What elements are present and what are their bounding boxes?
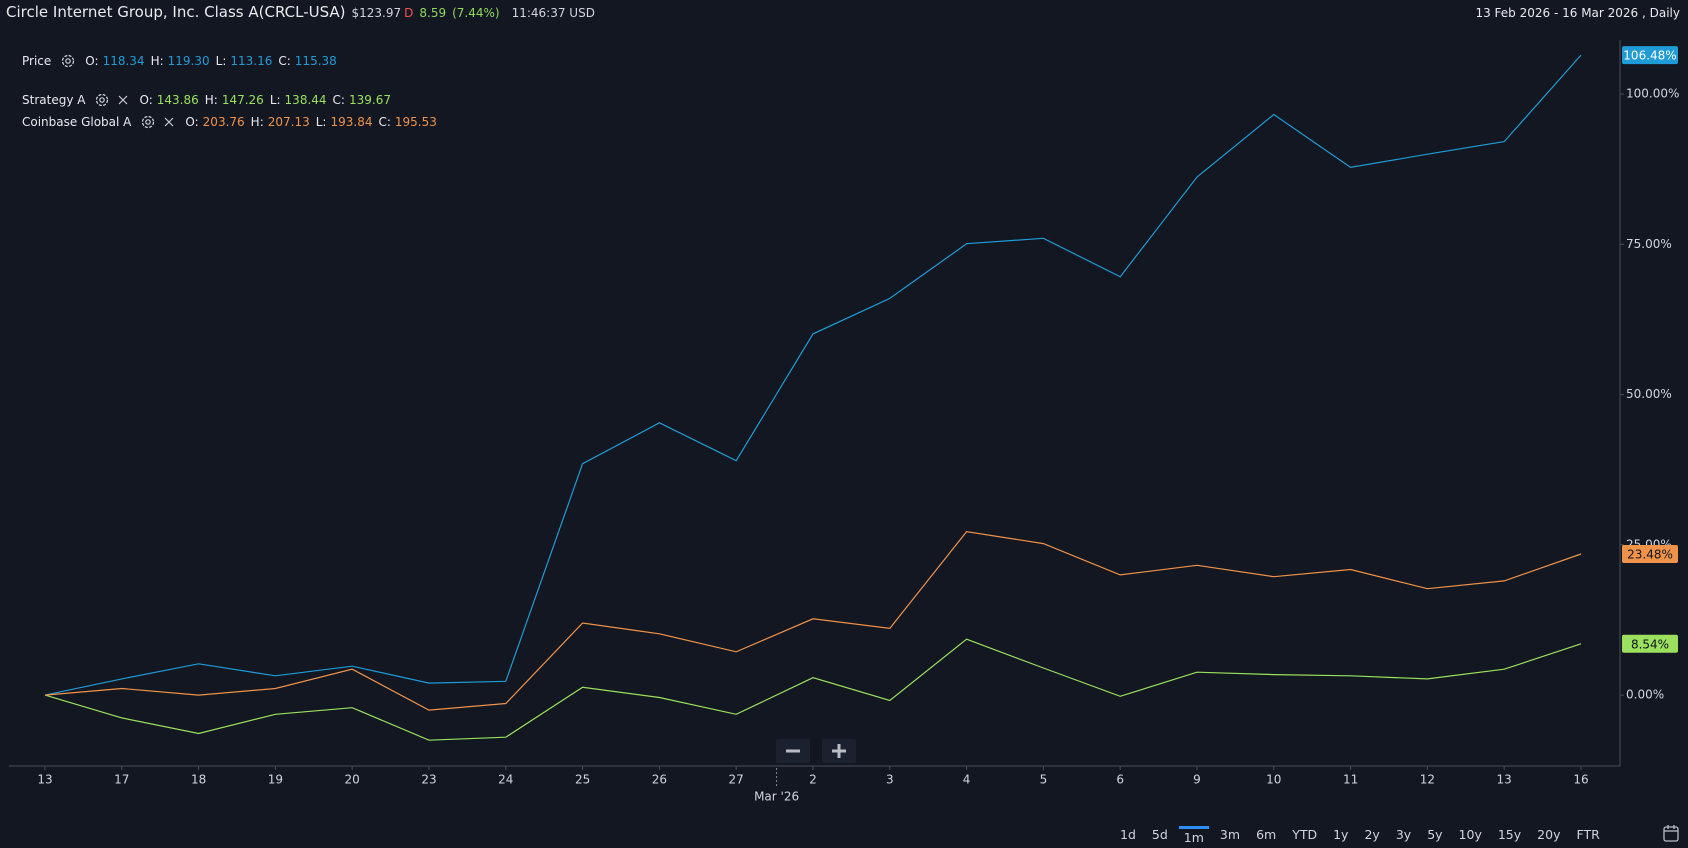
ohlc-value: 193.84	[330, 115, 373, 129]
range-button[interactable]: 6m	[1256, 827, 1277, 842]
ohlc-value: 195.53	[394, 115, 437, 129]
x-tick-label: 2	[809, 773, 817, 787]
range-button[interactable]: YTD	[1292, 827, 1318, 842]
settings-icon[interactable]	[140, 114, 156, 130]
last-value-box	[1622, 46, 1678, 65]
ohlc-value: 203.76	[202, 115, 245, 129]
last-value-label: 106.48%	[1623, 49, 1676, 63]
x-tick-label: 12	[1420, 773, 1435, 787]
series-line	[44, 530, 1582, 711]
month-label: Mar '26	[754, 790, 799, 804]
legend-name: Strategy A	[22, 93, 86, 107]
ohlc-value: 118.34	[102, 54, 145, 68]
last-value-label: 23.48%	[1627, 547, 1673, 561]
x-tick-label: 17	[114, 773, 129, 787]
x-tick-label: 27	[729, 773, 744, 787]
y-tick-label: 50.00%	[1626, 387, 1672, 401]
x-tick-label: 13	[1497, 773, 1512, 787]
series-line	[44, 54, 1582, 696]
ohlc-key: O:	[139, 93, 153, 107]
ohlc-key: H:	[150, 54, 164, 68]
range-button[interactable]: 2y	[1364, 827, 1380, 842]
x-tick-label: 25	[575, 773, 590, 787]
range-button[interactable]: 1d	[1120, 827, 1136, 842]
y-tick-label: 75.00%	[1626, 237, 1672, 251]
price-change: 8.59	[419, 6, 447, 20]
ohlc-key: O:	[185, 115, 199, 129]
quote-time: 11:46:37 USD	[511, 6, 595, 20]
range-button[interactable]: 15y	[1497, 827, 1522, 842]
settings-icon[interactable]	[94, 92, 110, 108]
instrument-title: Circle Internet Group, Inc. Class A(CRCL…	[6, 3, 346, 21]
calendar-button[interactable]	[1663, 825, 1679, 842]
y-tick-label: 100.00%	[1626, 87, 1679, 101]
x-tick-label: 3	[886, 773, 894, 787]
date-range[interactable]: 13 Feb 2026 - 16 Mar 2026 , Daily	[1475, 6, 1680, 20]
x-tick-label: 4	[963, 773, 971, 787]
header: Circle Internet Group, Inc. Class A(CRCL…	[6, 3, 1680, 25]
ohlc-value: 138.44	[284, 93, 327, 107]
range-button[interactable]: 1m	[1176, 826, 1212, 848]
legend-name: Price	[22, 54, 52, 68]
legend-row: Strategy A O: 143.86 H: 147.26 L: 138.44 C: 139.…	[22, 91, 391, 109]
range-button[interactable]: 1y	[1333, 827, 1349, 842]
x-tick-label: 11	[1343, 773, 1358, 787]
ohlc-key: L:	[315, 115, 327, 129]
ohlc-key: C:	[278, 54, 291, 68]
x-tick-label: 18	[191, 773, 206, 787]
ohlc-value: 139.67	[348, 93, 391, 107]
last-value-box	[1622, 544, 1678, 563]
ohlc-key: L:	[269, 93, 281, 107]
ohlc-value: 147.26	[221, 93, 264, 107]
ohlc-key: C:	[332, 93, 345, 107]
x-tick-label: 20	[345, 773, 360, 787]
ohlc-key: O:	[85, 54, 99, 68]
range-button[interactable]: 5d	[1151, 827, 1168, 842]
ohlc-value: 115.38	[294, 54, 337, 68]
range-selector: 1d 5d 1m 3m 6m YTD 1y 2y 3y 5y 10y 15y 20y FTR	[1112, 825, 1608, 845]
ohlc-key: L:	[215, 54, 227, 68]
x-tick-label: 19	[268, 773, 283, 787]
x-tick-label: 10	[1266, 773, 1281, 787]
settings-icon[interactable]	[60, 53, 76, 69]
x-tick-label: 9	[1193, 773, 1201, 787]
x-tick-label: 13	[37, 773, 52, 787]
legend-row: Price O: 118.34 H: 119.30 L: 113.16 C: 115.38	[22, 52, 337, 70]
range-button[interactable]: 10y	[1458, 827, 1482, 842]
remove-icon[interactable]	[162, 115, 176, 129]
legend-name: Coinbase Global A	[22, 115, 132, 129]
ohlc-value: 113.16	[230, 54, 273, 68]
remove-icon[interactable]	[116, 93, 130, 107]
ohlc-value: 143.86	[156, 93, 199, 107]
x-tick-label: 24	[498, 773, 513, 787]
y-tick-label: 0.00%	[1626, 688, 1664, 702]
zoom-out-button[interactable]	[776, 739, 810, 763]
ohlc-value: 207.13	[267, 115, 310, 129]
last-price: $123.97	[351, 6, 402, 20]
last-value-label: 8.54%	[1631, 637, 1669, 651]
range-button[interactable]: FTR	[1576, 827, 1600, 842]
range-button[interactable]: 20y	[1537, 827, 1561, 842]
last-value-box	[1622, 634, 1678, 653]
x-tick-label: 6	[1116, 773, 1124, 787]
x-tick-label: 23	[421, 773, 436, 787]
price-change-percent: (7.44%)	[452, 6, 500, 20]
zoom-in-button[interactable]	[822, 739, 856, 763]
range-button[interactable]: 3y	[1395, 827, 1412, 842]
ohlc-key: H:	[250, 115, 264, 129]
ohlc-key: H:	[204, 93, 218, 107]
ohlc-key: C:	[378, 115, 391, 129]
series-line	[44, 638, 1582, 741]
session-flag: D	[404, 6, 414, 20]
x-tick-label: 26	[652, 773, 667, 787]
x-tick-label: 16	[1573, 773, 1588, 787]
range-button[interactable]: 3m	[1219, 827, 1241, 842]
legend-row: Coinbase Global A O: 203.76 H: 207.13 L: 193.8…	[22, 113, 437, 131]
ohlc-value: 119.30	[167, 54, 210, 68]
range-button[interactable]: 5y	[1427, 827, 1443, 842]
x-tick-label: 5	[1040, 773, 1048, 787]
